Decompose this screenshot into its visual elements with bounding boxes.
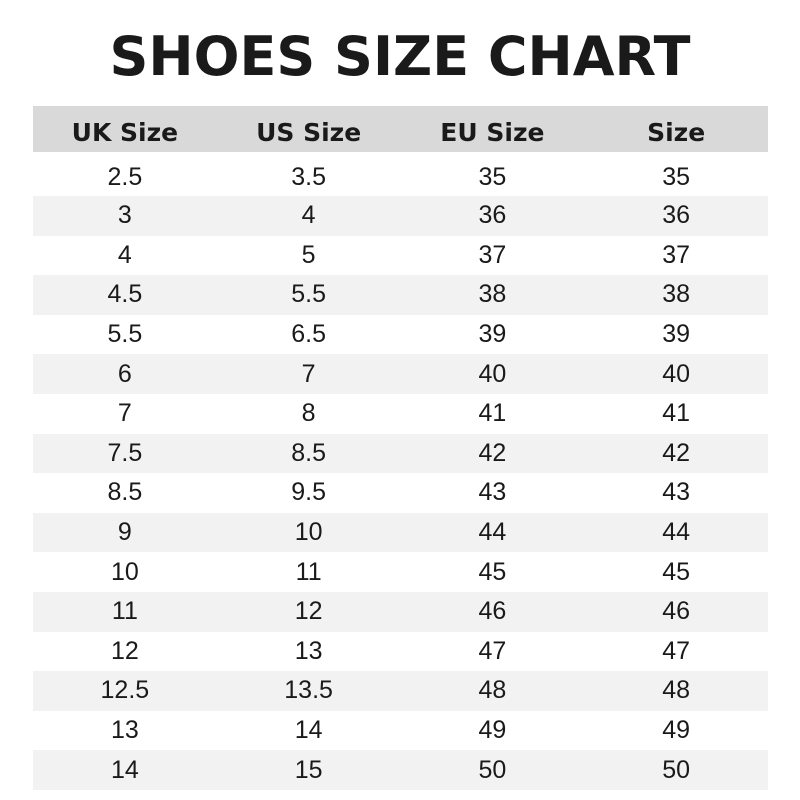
- table-cell: 6.5: [291, 320, 326, 349]
- table-cell: 40: [478, 359, 507, 388]
- header-eu-size: EU Size: [440, 117, 545, 147]
- table-cell: 47: [662, 636, 691, 665]
- table-cell: 8: [301, 399, 316, 428]
- table-cell: 37: [662, 240, 691, 269]
- table-cell: 2.5: [107, 162, 143, 191]
- table-cell: 36: [478, 201, 507, 230]
- table-cell: 5: [301, 240, 316, 269]
- table-cell: 3.5: [291, 162, 326, 191]
- table-header-row: UK Size US Size EU Size Size: [33, 106, 768, 152]
- table-cell: 11: [111, 597, 138, 626]
- table-cell: 5.5: [107, 320, 143, 349]
- table-cell: 8.5: [107, 478, 143, 507]
- table-cell: 9.5: [291, 478, 326, 507]
- table-row: 2.5 3.5 35 35: [33, 152, 768, 196]
- table-cell: 47: [478, 636, 507, 665]
- table-cell: 39: [662, 320, 691, 349]
- table-cell: 50: [662, 755, 691, 784]
- table-cell: 14: [294, 716, 323, 745]
- header-us-size: US Size: [256, 117, 362, 147]
- table-cell: 4: [301, 201, 316, 230]
- table-row: 12.5 13.5 48 48: [33, 671, 768, 711]
- header-uk-size: UK Size: [71, 117, 179, 147]
- table-cell: 38: [662, 280, 691, 309]
- table-row: 3 4 36 36: [33, 196, 768, 236]
- table-cell: 8.5: [291, 438, 326, 467]
- table-cell: 13: [110, 716, 139, 745]
- table-cell: 4: [117, 240, 132, 269]
- table-cell: 46: [478, 597, 507, 626]
- table-cell: 13.5: [284, 676, 333, 705]
- table-cell: 13: [294, 636, 323, 665]
- table-cell: 49: [662, 716, 691, 745]
- table-cell: 40: [662, 359, 691, 388]
- table-cell: 38: [478, 280, 507, 309]
- table-cell: 5.5: [291, 280, 326, 309]
- table-row: 14 15 50 50: [33, 750, 768, 790]
- table-cell: 49: [478, 716, 507, 745]
- table-cell: 37: [478, 240, 507, 269]
- table-row: 4.5 5.5 38 38: [33, 275, 768, 315]
- table-cell: 41: [662, 399, 691, 428]
- table-row: 9 10 44 44: [33, 512, 768, 553]
- table-cell: 9: [117, 518, 132, 547]
- table-cell: 12.5: [100, 676, 150, 705]
- table-cell: 46: [662, 597, 691, 626]
- table-cell: 48: [478, 676, 507, 705]
- table-cell: 11: [295, 557, 322, 586]
- table-cell: 41: [478, 399, 507, 428]
- table-cell: 45: [478, 557, 507, 586]
- table-row: 13 14 49 49: [33, 711, 768, 751]
- table-row: 5.5 6.5 39 39: [33, 315, 768, 355]
- table-cell: 43: [478, 478, 507, 507]
- table-cell: 48: [662, 676, 691, 705]
- table-cell: 44: [478, 518, 507, 547]
- table-row: 7 8 41 41: [33, 394, 768, 434]
- table-cell: 35: [662, 162, 691, 191]
- table-row: 8.5 9.5 43 43: [33, 473, 768, 513]
- table-cell: 6: [117, 359, 132, 388]
- table-cell: 14: [110, 755, 139, 784]
- table-cell: 44: [662, 518, 691, 547]
- table-row: 4 5 37 37: [33, 236, 768, 276]
- table-row: 11 12 46 46: [33, 591, 768, 632]
- table-cell: 7: [301, 359, 316, 388]
- table-cell: 10: [294, 518, 323, 547]
- table-cell: 7.5: [107, 438, 143, 467]
- table-cell: 42: [478, 438, 507, 467]
- table-cell: 12: [294, 597, 323, 626]
- table-cell: 3: [117, 201, 132, 230]
- table-cell: 45: [662, 557, 691, 586]
- table-cell: 15: [294, 755, 323, 784]
- table-cell: 39: [478, 320, 507, 349]
- table-cell: 10: [110, 557, 139, 586]
- page-title: SHOES SIZE CHART: [109, 25, 691, 88]
- table-cell: 12: [110, 636, 139, 665]
- table-row: 7.5 8.5 42 42: [33, 433, 768, 474]
- table-cell: 7: [117, 399, 132, 428]
- table-cell: 4.5: [107, 280, 143, 309]
- table-row: 12 13 47 47: [33, 632, 768, 672]
- size-table: UK Size US Size EU Size Size 2.5 3.5 35 35 3…: [33, 106, 768, 790]
- table-cell: 35: [478, 162, 507, 191]
- header-size: Size: [647, 117, 706, 147]
- table-cell: 36: [662, 201, 691, 230]
- table-cell: 42: [662, 438, 691, 467]
- table-row: 10 11 45 45: [33, 552, 768, 592]
- table-cell: 43: [662, 478, 691, 507]
- table-row: 6 7 40 40: [33, 354, 768, 394]
- table-cell: 50: [478, 755, 507, 784]
